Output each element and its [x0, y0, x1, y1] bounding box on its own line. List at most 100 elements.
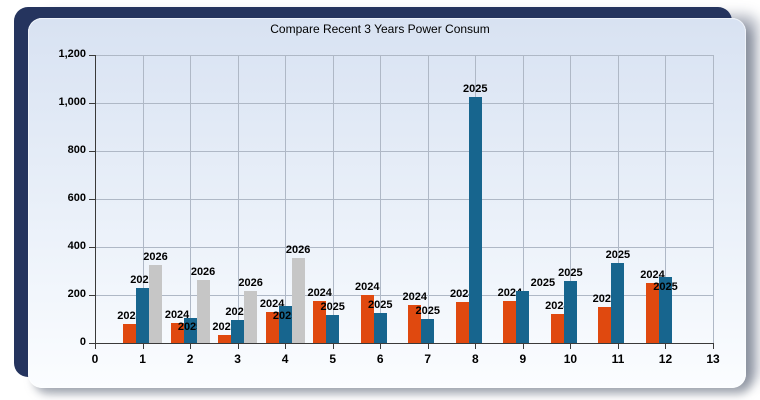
bar-label-2025-month-8: 2025 — [463, 83, 488, 95]
bar-2025-month-3 — [231, 320, 245, 343]
gridline-horizontal — [95, 199, 713, 200]
y-axis-tick — [89, 103, 95, 104]
bar-label-2024-month-4: 2024 — [259, 297, 285, 310]
gridline-vertical — [665, 55, 667, 343]
x-tick-label: 10 — [563, 352, 578, 366]
gridline-horizontal — [95, 151, 713, 152]
y-tick-label: 600 — [67, 192, 86, 204]
gridline-horizontal — [95, 103, 713, 104]
x-tick-label: 3 — [234, 352, 241, 366]
bar-2025-month-10 — [563, 280, 577, 343]
x-axis-tick — [713, 344, 714, 349]
bar-label-2024-month-8: 2024 — [450, 287, 475, 300]
y-axis-tick — [89, 55, 95, 56]
bar-label-2024-month-6: 2024 — [354, 281, 380, 293]
bar-2024-month-8 — [455, 301, 469, 343]
bar-label-2025-month-9: 2025 — [530, 277, 556, 290]
gridline-vertical — [285, 55, 287, 343]
x-axis-tick — [617, 344, 619, 349]
bar-label-2026-month-3: 2026 — [238, 277, 263, 290]
bar-2024-month-11 — [598, 306, 612, 343]
bar-2026-month-4 — [291, 257, 305, 343]
x-axis-tick — [570, 344, 572, 349]
x-axis-tick — [665, 344, 667, 349]
bar-2025-month-6 — [373, 312, 387, 343]
y-axis-tick — [89, 199, 95, 200]
x-axis-tick — [475, 344, 477, 349]
bar-2026-month-1 — [149, 265, 163, 343]
bar-label-2026-month-4: 2026 — [285, 243, 311, 256]
bar-2025-month-4 — [278, 305, 292, 343]
gridline-vertical — [617, 55, 619, 343]
x-axis-tick — [427, 344, 429, 349]
bar-label-2025-month-2: 2025 — [177, 320, 203, 333]
bar-label-2025-month-7: 2025 — [415, 304, 441, 317]
bar-2025-month-12 — [658, 276, 672, 343]
bar-label-2025-month-5: 2025 — [320, 301, 345, 314]
x-tick-label: 8 — [471, 352, 479, 366]
bar-label-2026-month-1: 2026 — [143, 251, 168, 263]
gridline-vertical — [570, 55, 572, 343]
x-axis-tick — [380, 344, 382, 349]
x-tick-label: 9 — [519, 352, 527, 366]
bar-2024-month-9 — [503, 300, 517, 343]
gridline-vertical — [380, 55, 382, 343]
x-axis-line — [95, 343, 714, 344]
bar-2025-month-2 — [183, 317, 197, 343]
y-tick-label: 800 — [67, 144, 86, 156]
bar-2024-month-10 — [550, 314, 564, 343]
gridline-vertical — [142, 55, 144, 343]
gridline-vertical — [190, 55, 192, 343]
bar-label-2024-month-1: 2024 — [117, 310, 142, 323]
bar-2025-month-1 — [136, 288, 150, 343]
bar-label-2025-month-6: 2025 — [367, 298, 393, 311]
gridline-horizontal — [95, 247, 713, 248]
bar-2025-month-5 — [326, 315, 340, 343]
x-tick-label: 2 — [186, 352, 194, 366]
x-axis-tick — [190, 344, 192, 349]
bar-2025-month-7 — [421, 318, 435, 343]
gridline-vertical — [522, 55, 524, 343]
bar-2024-month-7 — [408, 304, 422, 343]
y-tick-label: 1,000 — [58, 96, 86, 108]
bar-label-2024-month-12: 2024 — [640, 268, 665, 281]
bar-2024-month-6 — [360, 295, 374, 343]
bar-label-2024-month-11: 2024 — [592, 292, 618, 305]
x-axis-tick — [285, 344, 287, 349]
y-tick-label: 0 — [79, 336, 86, 348]
bar-label-2025-month-1: 2025 — [130, 274, 155, 287]
y-axis-tick — [89, 295, 95, 296]
x-axis-tick — [95, 344, 96, 349]
bar-2024-month-5 — [313, 300, 327, 343]
x-tick-label: 1 — [139, 352, 146, 366]
bar-label-2024-month-5: 2024 — [307, 286, 332, 299]
x-tick-label: 7 — [424, 352, 432, 366]
bar-label-2025-month-11: 2025 — [605, 248, 631, 261]
bar-2025-month-11 — [611, 262, 625, 343]
y-axis-tick — [89, 343, 95, 344]
bar-label-2024-month-10: 2024 — [545, 300, 570, 313]
bar-label-2024-month-9: 2024 — [497, 286, 523, 299]
x-tick-label: 5 — [329, 352, 337, 366]
y-axis-tick — [89, 151, 95, 152]
chart-title: Compare Recent 3 Years Power Consum — [270, 22, 490, 36]
x-axis-tick — [142, 344, 144, 349]
x-tick-label: 11 — [611, 352, 625, 366]
bar-label-2024-month-7: 2024 — [402, 290, 428, 303]
gridline-vertical — [713, 55, 714, 343]
gridline-horizontal — [95, 55, 713, 56]
gridline-vertical — [332, 55, 334, 343]
x-tick-label: 0 — [91, 352, 99, 366]
bar-2024-month-1 — [123, 324, 137, 343]
bar-2025-month-9 — [516, 291, 530, 343]
x-tick-label: 12 — [658, 352, 673, 366]
x-tick-label: 13 — [706, 352, 720, 366]
bar-label-2025-month-4: 2025 — [272, 309, 298, 322]
x-axis-tick — [237, 344, 239, 349]
bar-2026-month-3 — [244, 291, 258, 343]
bar-label-2024-month-3: 2024 — [212, 320, 237, 333]
bar-label-2025-month-3: 2025 — [225, 306, 250, 319]
bar-2025-month-8 — [468, 97, 482, 343]
